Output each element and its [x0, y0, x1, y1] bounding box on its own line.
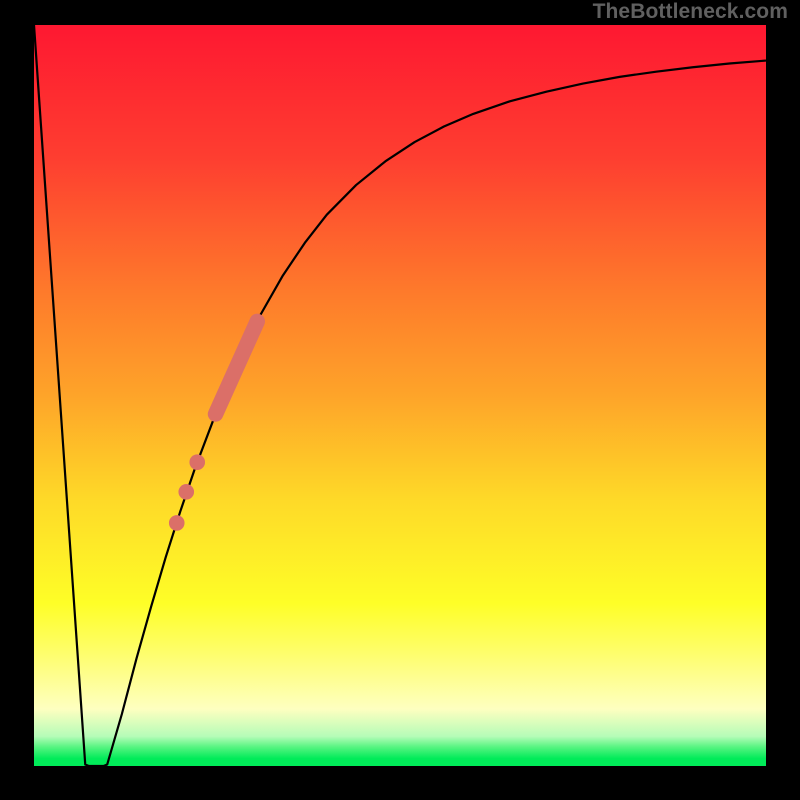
watermark-text: TheBottleneck.com [593, 0, 788, 24]
highlight-dot [178, 484, 194, 500]
highlight-dot [189, 454, 205, 470]
chart-canvas [0, 0, 800, 800]
bottleneck-chart: TheBottleneck.com [0, 0, 800, 800]
highlight-dot [169, 515, 185, 531]
plot-background [34, 25, 766, 766]
